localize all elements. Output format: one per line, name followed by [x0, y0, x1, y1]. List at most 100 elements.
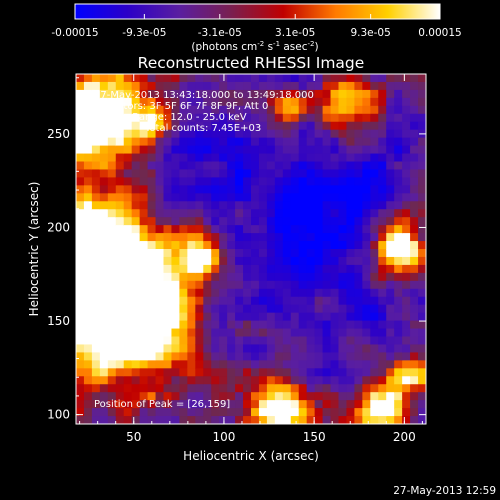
heatmap-cell: [314, 233, 324, 242]
heatmap-cell: [362, 416, 371, 424]
heatmap-cell: [235, 209, 244, 218]
heatmap-cell: [243, 304, 252, 314]
heatmap-cell: [362, 360, 371, 369]
heatmap-cell: [91, 272, 101, 282]
heatmap-cell: [179, 217, 188, 226]
heatmap-cell: [386, 376, 395, 385]
heatmap-cell: [91, 241, 101, 250]
heatmap-cell: [243, 384, 252, 393]
heatmap-cell: [362, 74, 371, 83]
heatmap-cell: [314, 249, 324, 258]
heatmap-cell: [163, 320, 173, 330]
heatmap-cell: [179, 89, 188, 99]
heatmap-cell: [330, 153, 340, 163]
heatmap-cell: [266, 153, 276, 163]
heatmap-cell: [266, 360, 276, 369]
heatmap-cell: [274, 225, 284, 234]
heatmap-cell: [227, 225, 236, 234]
heatmap-cell: [115, 169, 125, 178]
heatmap-cell: [378, 217, 387, 226]
heatmap-cell: [338, 304, 348, 314]
heatmap-cell: [91, 185, 101, 194]
heatmap-cell: [123, 177, 133, 186]
heatmap-cell: [346, 74, 355, 83]
heatmap-cell: [235, 201, 244, 210]
heatmap-cell: [322, 288, 332, 298]
heatmap-cell: [179, 177, 188, 186]
heatmap-cell: [322, 89, 332, 99]
heatmap-cell: [354, 137, 363, 147]
heatmap-cell: [243, 320, 252, 330]
heatmap-cell: [410, 304, 419, 314]
heatmap-cell: [338, 89, 348, 99]
heatmap-cell: [322, 233, 332, 242]
heatmap-cell: [290, 145, 300, 155]
heatmap-cell: [155, 296, 165, 306]
heatmap-cell: [91, 256, 101, 266]
heatmap-cell: [251, 408, 260, 417]
heatmap-cell: [298, 376, 308, 385]
heatmap-cell: [306, 392, 316, 401]
heatmap-cell: [362, 400, 371, 409]
heatmap-cell: [203, 233, 212, 242]
heatmap-cell: [139, 288, 149, 298]
heatmap-cell: [306, 177, 316, 186]
heatmap-cell: [163, 153, 173, 163]
heatmap-cell: [243, 137, 252, 147]
heatmap-cell: [219, 81, 228, 91]
heatmap-cell: [402, 336, 411, 346]
heatmap-cell: [83, 185, 93, 194]
heatmap-cell: [147, 241, 157, 250]
heatmap-cell: [306, 225, 316, 234]
heatmap-cell: [195, 217, 204, 226]
heatmap-cell: [155, 217, 165, 226]
heatmap-cell: [418, 408, 426, 417]
heatmap-cell: [91, 296, 101, 306]
heatmap-cell: [123, 113, 133, 123]
heatmap-cell: [139, 177, 149, 186]
heatmap-cell: [266, 193, 276, 202]
heatmap-cell: [219, 304, 228, 314]
heatmap-cell: [251, 225, 260, 234]
heatmap-cell: [76, 312, 85, 322]
heatmap-cell: [203, 209, 212, 218]
heatmap-cell: [314, 129, 324, 139]
heatmap-cell: [107, 304, 117, 314]
heatmap-cell: [322, 360, 332, 369]
heatmap-cell: [155, 352, 165, 361]
heatmap-cell: [235, 344, 244, 353]
heatmap-cell: [139, 392, 149, 401]
heatmap-cell: [243, 225, 252, 234]
heatmap-cell: [155, 193, 165, 202]
annotation-block: 27-May-2013 13:43:18.000 to 13:49:18.000…: [94, 90, 314, 410]
heatmap-cell: [123, 384, 133, 393]
heatmap-cell: [155, 400, 165, 409]
heatmap-cell: [83, 280, 93, 290]
heatmap-cell: [179, 209, 188, 218]
heatmap-cell: [338, 256, 348, 266]
heatmap-cell: [83, 177, 93, 186]
heatmap-cell: [91, 288, 101, 298]
heatmap-cell: [258, 74, 268, 83]
heatmap-cell: [179, 137, 188, 147]
heatmap-cell: [354, 400, 363, 409]
heatmap-cell: [195, 81, 204, 91]
heatmap-cell: [155, 249, 165, 258]
heatmap-cell: [139, 296, 149, 306]
heatmap-cell: [195, 408, 204, 417]
heatmap-cell: [258, 376, 268, 385]
heatmap-cell: [179, 376, 188, 385]
heatmap-cell: [306, 201, 316, 210]
heatmap-cell: [378, 74, 387, 83]
heatmap-cell: [274, 97, 284, 107]
heatmap-cell: [155, 408, 165, 417]
heatmap-cell: [163, 209, 173, 218]
heatmap-cell: [314, 225, 324, 234]
heatmap-cell: [306, 129, 316, 139]
heatmap-cell: [290, 177, 300, 186]
heatmap-cell: [147, 177, 157, 186]
heatmap-cell: [290, 129, 300, 139]
heatmap-cell: [298, 137, 308, 147]
heatmap-cell: [410, 256, 419, 266]
